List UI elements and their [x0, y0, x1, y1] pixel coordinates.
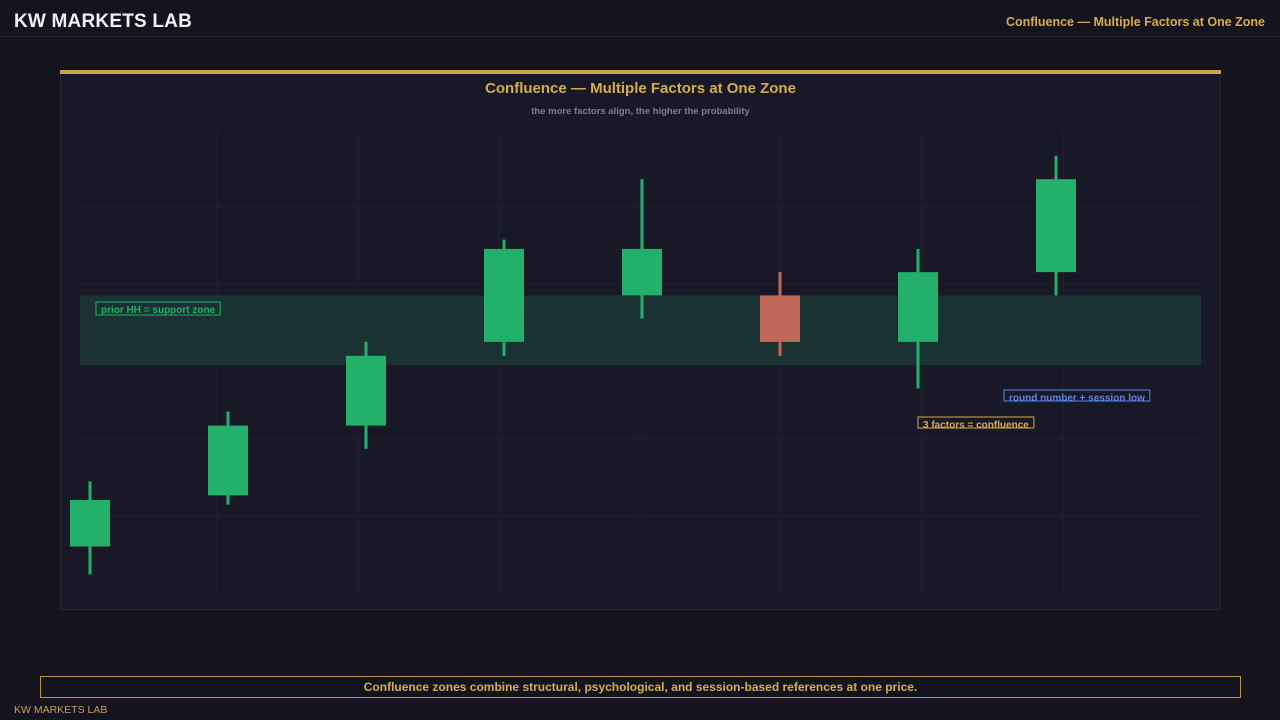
candle-body [898, 272, 938, 342]
chart-title: Confluence — Multiple Factors at One Zon… [485, 80, 796, 97]
annotation-label: prior HH = support zone [101, 305, 216, 316]
candle-body [484, 248, 524, 342]
candle-body [1036, 179, 1076, 273]
candle-body [346, 355, 386, 426]
candle-body [760, 295, 800, 342]
footer-brand: KW MARKETS LAB [14, 704, 108, 716]
candle-body [622, 248, 662, 296]
annotation-label: round number + session low [1009, 393, 1145, 404]
brand-logo-text: KW MARKETS LAB [14, 11, 193, 32]
annotation-box [917, 416, 1035, 429]
candle-body [208, 425, 248, 496]
top-bar: KW MARKETS LAB Confluence — Multiple Fac… [0, 0, 1280, 37]
annotation-box [1003, 389, 1151, 402]
candle-body [70, 500, 110, 547]
annotation-box [95, 301, 221, 316]
header-title: Confluence — Multiple Factors at One Zon… [1005, 15, 1265, 29]
footer-note: Confluence zones combine structural, psy… [40, 676, 1241, 698]
chart-subtitle: the more factors align, the higher the p… [531, 106, 750, 117]
annotation-label: 3 factors = confluence [923, 420, 1029, 431]
chart-panel-accent-bar [60, 70, 1221, 74]
